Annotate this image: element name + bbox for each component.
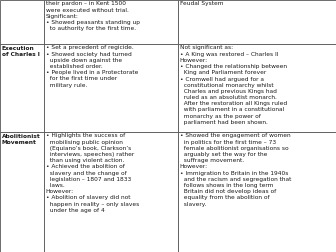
- Bar: [178, 0, 336, 44]
- Bar: [0, 44, 44, 132]
- Text: their pardon – in Kent 1500
were executed without trial.
Significant:
• Showed p: their pardon – in Kent 1500 were execute…: [45, 2, 139, 31]
- Text: Execution
of Charles I: Execution of Charles I: [1, 46, 39, 57]
- Text: Abolitionist
Movement: Abolitionist Movement: [1, 134, 40, 145]
- Text: • Set a precedent of regicide.
• Showed society had turned
  upside down against: • Set a precedent of regicide. • Showed …: [45, 46, 138, 88]
- Text: Not significant as:
• A King was restored – Charles II
However:
• Changed the re: Not significant as: • A King was restore…: [179, 46, 287, 125]
- Bar: [0, 0, 44, 44]
- Bar: [178, 44, 336, 132]
- Bar: [178, 132, 336, 252]
- Bar: [44, 132, 178, 252]
- Bar: [0, 132, 44, 252]
- Text: Feudal System: Feudal System: [179, 2, 223, 7]
- Text: • Highlights the success of
  mobilising public opinion
  (Equiano’s book, Clark: • Highlights the success of mobilising p…: [45, 134, 139, 213]
- Text: • Showed the engagement of women
  in politics for the first time – 73
  female : • Showed the engagement of women in poli…: [179, 134, 291, 207]
- Bar: [44, 0, 178, 44]
- Bar: [44, 44, 178, 132]
